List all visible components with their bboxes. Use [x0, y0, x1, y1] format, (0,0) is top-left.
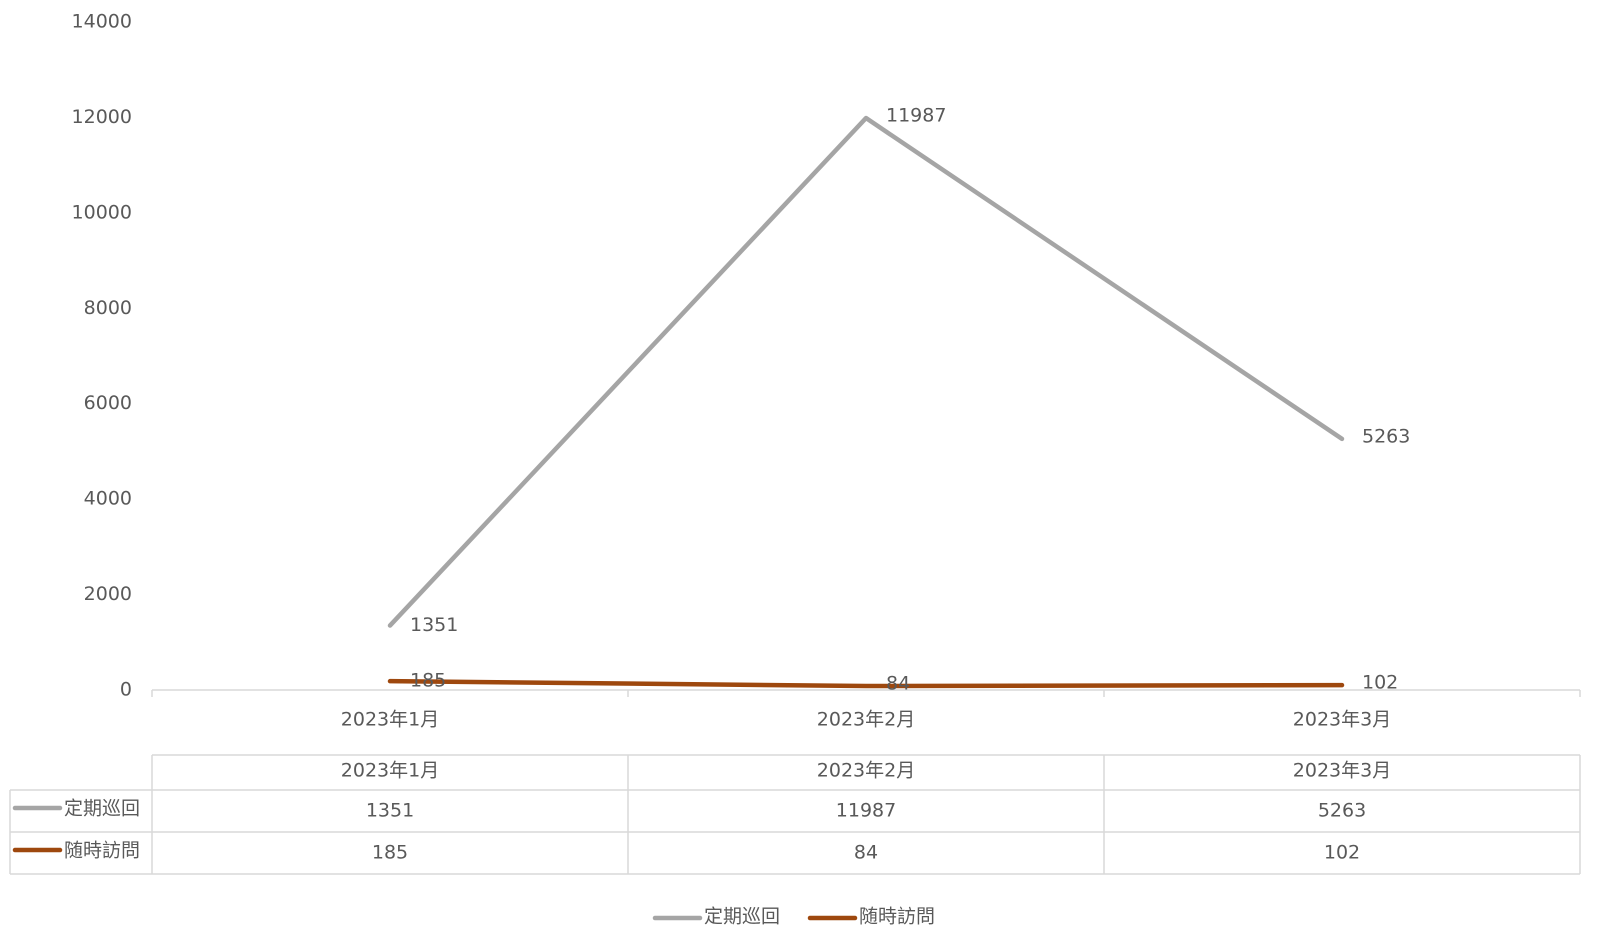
table-cell: 185	[372, 842, 408, 864]
y-tick-label: 6000	[84, 392, 132, 414]
y-tick-label: 2000	[84, 583, 132, 605]
data-label: 1351	[410, 614, 458, 636]
y-tick-label: 4000	[84, 488, 132, 510]
y-tick-label: 0	[120, 679, 132, 701]
y-tick-label: 10000	[72, 201, 132, 223]
line-series	[387, 115, 1345, 628]
data-label: 84	[886, 672, 910, 694]
data-label: 5263	[1362, 425, 1410, 447]
line-series	[387, 678, 1345, 689]
table-row-label: 随時訪問	[64, 840, 140, 862]
table-header: 2023年2月	[817, 760, 915, 782]
x-tick-label: 2023年1月	[341, 709, 439, 731]
data-label: 185	[410, 670, 446, 692]
table-cell: 1351	[366, 800, 414, 822]
legend-label: 定期巡回	[704, 906, 780, 928]
y-tick-label: 12000	[72, 106, 132, 128]
y-tick-label: 8000	[84, 297, 132, 319]
table-header: 2023年1月	[341, 760, 439, 782]
x-axis	[151, 689, 1581, 697]
table-header: 2023年3月	[1293, 760, 1391, 782]
table-row-label: 定期巡回	[64, 798, 140, 820]
x-tick-label: 2023年3月	[1293, 709, 1391, 731]
data-table-grid	[9, 754, 1581, 875]
data-label: 102	[1362, 672, 1398, 694]
data-label: 11987	[886, 105, 946, 127]
table-cell: 84	[854, 842, 878, 864]
table-cell: 102	[1324, 842, 1360, 864]
table-cell: 11987	[836, 800, 896, 822]
legend-label: 随時訪問	[859, 906, 935, 928]
table-cell: 5263	[1318, 800, 1366, 822]
y-tick-label: 14000	[72, 11, 132, 33]
x-tick-label: 2023年2月	[817, 709, 915, 731]
